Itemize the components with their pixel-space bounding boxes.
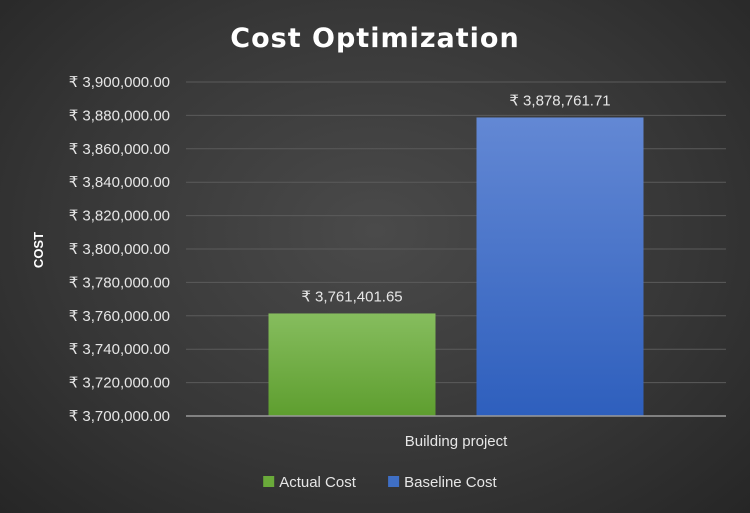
y-tick-label: ₹ 3,800,000.00 bbox=[69, 241, 170, 258]
y-tick-label: ₹ 3,820,000.00 bbox=[69, 208, 170, 225]
legend-label: Actual Cost bbox=[279, 474, 357, 491]
y-axis-ticks: ₹ 3,700,000.00 ₹ 3,720,000.00 ₹ 3,740,000.… bbox=[69, 74, 170, 425]
y-tick-label: ₹ 3,860,000.00 bbox=[69, 141, 170, 158]
y-tick-label: ₹ 3,780,000.00 bbox=[69, 274, 170, 291]
legend: Actual Cost Baseline Cost bbox=[263, 474, 497, 491]
gridlines bbox=[186, 81, 726, 384]
bars bbox=[268, 117, 644, 416]
y-tick-label: ₹ 3,900,000.00 bbox=[69, 74, 170, 91]
data-label: ₹ 3,878,761.71 bbox=[509, 92, 610, 109]
y-axis-label: COST bbox=[31, 232, 46, 268]
bar-baseline-cost bbox=[476, 117, 644, 416]
x-axis-categories: Building project bbox=[405, 433, 508, 450]
bar-actual-cost bbox=[268, 313, 436, 416]
y-tick-label: ₹ 3,760,000.00 bbox=[69, 308, 170, 325]
y-tick-label: ₹ 3,740,000.00 bbox=[69, 341, 170, 358]
legend-swatch-baseline-cost bbox=[388, 476, 400, 487]
chart-title: Cost Optimization bbox=[230, 23, 519, 54]
legend-label: Baseline Cost bbox=[404, 474, 497, 491]
y-tick-label: ₹ 3,840,000.00 bbox=[69, 174, 170, 191]
x-category-label: Building project bbox=[405, 433, 508, 450]
y-tick-label: ₹ 3,700,000.00 bbox=[69, 408, 170, 425]
legend-swatch-actual-cost bbox=[263, 476, 275, 487]
data-label: ₹ 3,761,401.65 bbox=[301, 288, 402, 305]
data-labels: ₹ 3,761,401.65 ₹ 3,878,761.71 bbox=[301, 92, 610, 305]
y-tick-label: ₹ 3,880,000.00 bbox=[69, 107, 170, 124]
y-tick-label: ₹ 3,720,000.00 bbox=[69, 375, 170, 392]
